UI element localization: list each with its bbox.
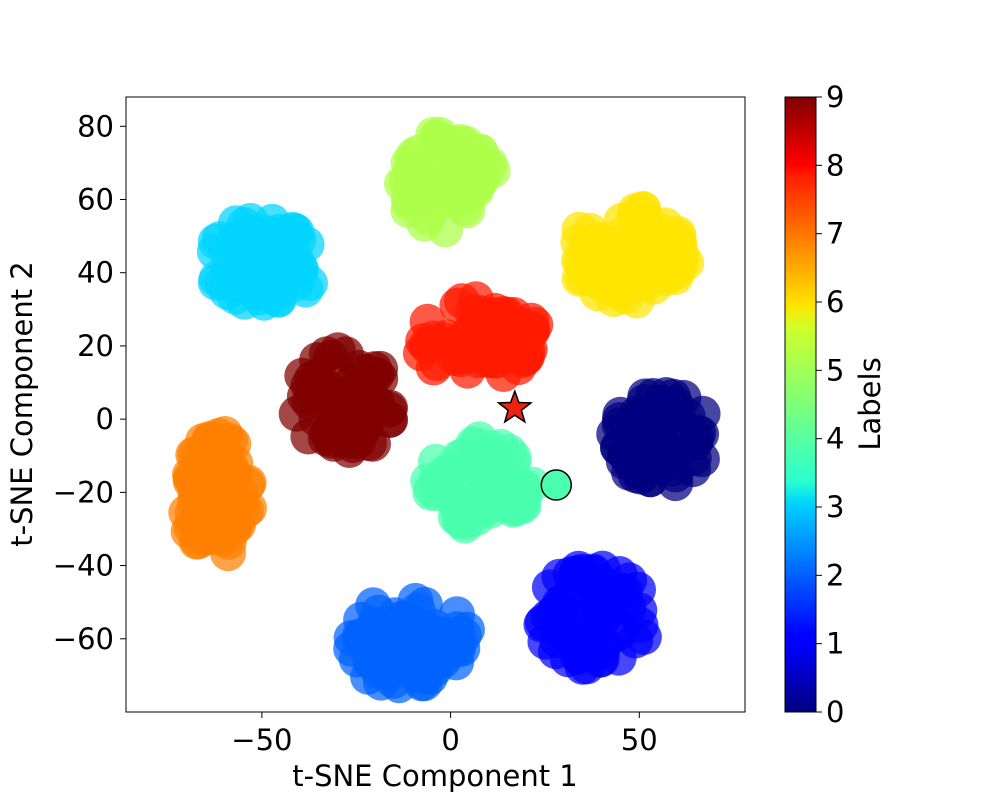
cluster-label-3 <box>196 202 328 321</box>
scatter-point <box>502 314 539 351</box>
x-tick-label: −50 <box>231 723 292 757</box>
scatter-point <box>442 124 479 160</box>
scatter-point <box>561 211 598 248</box>
scatter-point <box>442 181 479 218</box>
cluster-label-2 <box>333 582 485 704</box>
scatter-point <box>439 287 476 324</box>
scatter-point <box>210 535 247 572</box>
scatter-point <box>413 471 450 508</box>
scatter-point <box>626 383 663 420</box>
scatter-point <box>558 606 595 643</box>
scatter-point <box>291 384 328 420</box>
scatter-point <box>246 267 283 304</box>
scatter-point <box>356 351 393 388</box>
y-tick-label: 80 <box>77 109 114 143</box>
cluster-label-6 <box>560 191 705 319</box>
scatter-point <box>575 553 612 590</box>
highlight-markers <box>496 389 573 501</box>
scatter-point <box>530 598 567 635</box>
y-tick-label: 20 <box>77 329 114 363</box>
scatter-point <box>215 426 252 462</box>
colorbar-tick-label: 8 <box>826 148 844 182</box>
y-tick-label: 40 <box>77 256 114 290</box>
scatter-point <box>620 208 657 245</box>
scatter-point <box>335 427 371 464</box>
scatter-point <box>444 501 480 538</box>
scatter-point <box>628 265 665 302</box>
colorbar-ticks: 0 1 2 3 4 5 6 7 8 9 <box>816 80 844 729</box>
scatter-point <box>504 342 541 379</box>
colorbar-tick-label: 9 <box>826 80 844 114</box>
scatter-point <box>433 153 470 190</box>
scatter-point <box>299 342 336 379</box>
plot-frame <box>125 96 746 713</box>
cluster-label-4 <box>410 421 551 544</box>
x-tick-label: 0 <box>441 723 459 757</box>
scatter-point <box>402 155 439 192</box>
y-tick-label: −20 <box>53 475 114 509</box>
scatter-point <box>227 492 264 529</box>
scatter-point <box>538 633 574 670</box>
scatter-point <box>438 644 475 681</box>
cluster-label-8 <box>402 281 554 392</box>
scatter-point <box>436 340 473 376</box>
scatter-point <box>629 447 666 484</box>
colorbar <box>784 96 817 713</box>
scatter-point <box>307 420 344 457</box>
scatter-point <box>406 205 443 242</box>
x-tick-label: 50 <box>621 723 658 757</box>
scatter-point <box>417 615 454 652</box>
colorbar-tick-label: 1 <box>826 627 844 661</box>
x-axis-label: t-SNE Component 1 <box>292 759 578 793</box>
colorbar-tick-label: 4 <box>826 422 844 456</box>
scatter-point <box>287 271 324 308</box>
cluster-label-5 <box>383 116 511 248</box>
colorbar-tick-label: 0 <box>826 695 844 729</box>
scatter-point <box>603 245 639 282</box>
cluster-label-9 <box>278 332 409 468</box>
colorbar-label: Labels <box>853 357 887 450</box>
scatter-point <box>179 453 216 490</box>
scatter-point <box>324 389 361 426</box>
y-tick-label: 60 <box>77 183 114 217</box>
highlight-star-marker <box>496 389 533 424</box>
colorbar-tick-label: 6 <box>826 285 844 319</box>
scatter-point <box>338 641 375 678</box>
scatter-point <box>605 587 642 624</box>
cluster-label-7 <box>168 416 267 572</box>
scatter-point <box>232 202 269 239</box>
scatter-point <box>255 228 292 265</box>
cluster-label-1 <box>523 550 662 685</box>
scatter-point <box>467 466 504 503</box>
y-axis-ticks: 80 60 40 20 0 −20 −40 −60 <box>53 109 126 656</box>
y-tick-label: 0 <box>96 402 114 436</box>
y-tick-label: −60 <box>53 622 114 656</box>
colorbar-tick-label: 5 <box>826 353 844 387</box>
y-axis-label: t-SNE Component 2 <box>5 261 39 547</box>
scatter-points <box>168 116 721 704</box>
scatter-point <box>657 259 694 295</box>
colorbar-tick-label: 7 <box>826 217 844 251</box>
y-tick-label: −40 <box>53 549 114 583</box>
scatter-point <box>657 465 694 502</box>
x-axis-ticks: −50 0 50 <box>231 712 658 757</box>
scatter-point <box>495 491 531 528</box>
cluster-label-0 <box>596 377 721 502</box>
scatter-point <box>380 626 417 663</box>
highlight-circle-marker <box>540 469 573 501</box>
scatter-point <box>671 417 708 454</box>
colorbar-tick-label: 3 <box>826 490 844 524</box>
colorbar-tick-label: 2 <box>826 558 844 592</box>
scatter-point <box>217 278 254 315</box>
